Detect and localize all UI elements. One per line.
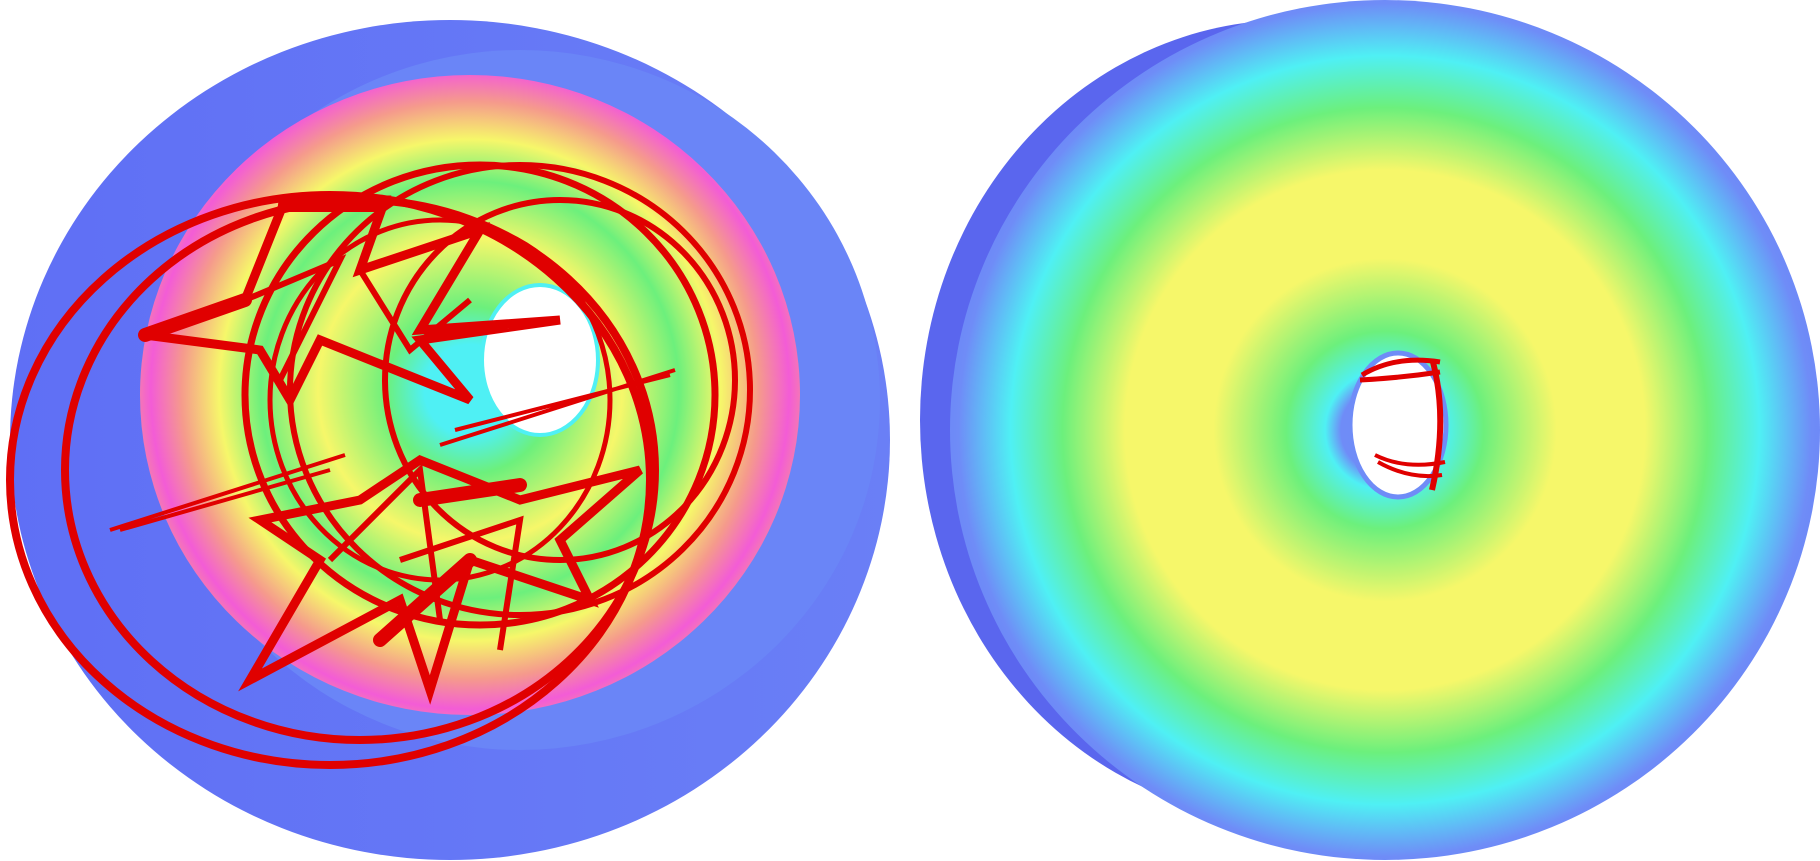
- coil-ring: [241, 161, 719, 629]
- right-central-hole: [1347, 350, 1449, 500]
- coil-star-frame: [243, 254, 524, 651]
- coil-ring: [6, 191, 654, 769]
- coil-spike: [109, 368, 676, 532]
- right-coils-visible: [1359, 357, 1446, 491]
- coil-star-frame: [238, 454, 643, 705]
- coil-segment: [1429, 361, 1444, 491]
- coil-bar: [138, 198, 527, 647]
- coil-ring: [382, 197, 738, 563]
- left-coils: [6, 161, 753, 769]
- right-exterior-torus: [920, 0, 1820, 860]
- coil-star-frame: [143, 195, 561, 410]
